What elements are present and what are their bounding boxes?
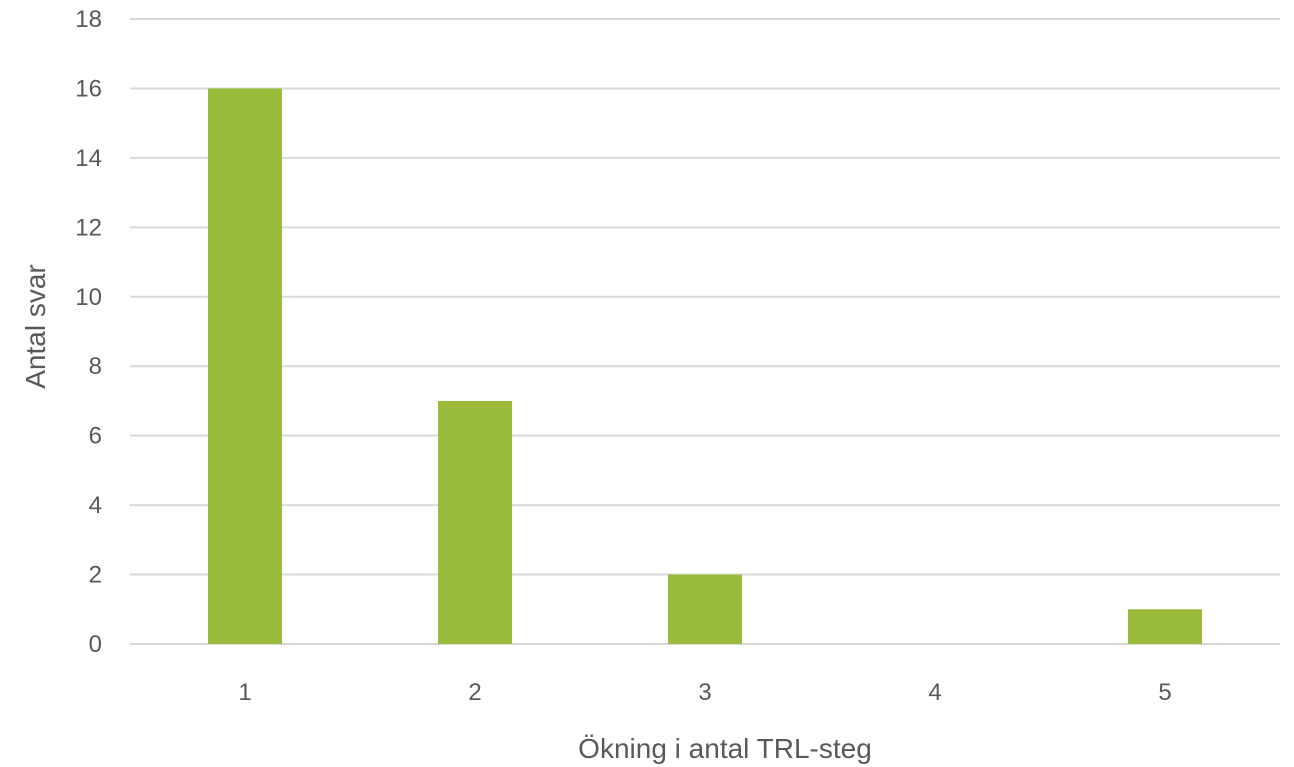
y-tick-label: 16 (75, 75, 102, 102)
y-tick-label: 12 (75, 214, 102, 241)
bar-5 (1128, 609, 1202, 644)
bar-1 (208, 88, 282, 644)
y-tick-label: 8 (89, 353, 102, 380)
y-tick-labels: 0 2 4 6 8 10 12 14 16 18 (75, 6, 102, 658)
bar-2 (438, 400, 512, 644)
y-tick-label: 10 (75, 284, 102, 311)
y-tick-label: 18 (75, 6, 102, 33)
x-tick-label: 1 (238, 679, 251, 706)
y-tick-label: 14 (75, 145, 102, 172)
x-tick-label: 2 (468, 679, 481, 706)
x-axis-title: Ökning i antal TRL-steg (578, 733, 872, 764)
y-tick-label: 6 (89, 423, 102, 450)
bars (208, 88, 1202, 644)
y-tick-label: 0 (89, 631, 102, 658)
y-tick-label: 2 (89, 562, 102, 589)
x-tick-label: 3 (698, 679, 711, 706)
y-tick-label: 4 (89, 492, 102, 519)
bar-3 (668, 574, 742, 644)
x-tick-label: 4 (928, 679, 941, 706)
x-tick-labels: 1 2 3 4 5 (238, 679, 1171, 706)
y-axis-title: Antal svar (20, 264, 51, 389)
gridlines (130, 18, 1280, 645)
x-tick-label: 5 (1158, 679, 1171, 706)
